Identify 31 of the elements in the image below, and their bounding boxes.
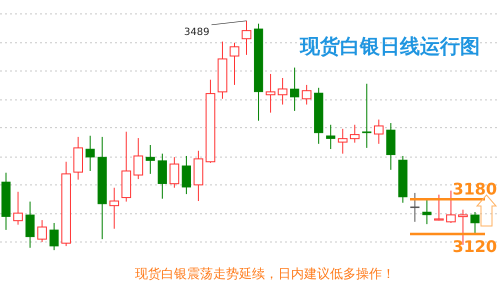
candlestick (350, 124, 360, 144)
candlestick (410, 192, 420, 222)
candlestick (278, 77, 288, 106)
candlestick (326, 124, 336, 150)
candlestick (37, 220, 47, 243)
candlestick (25, 201, 35, 248)
candlestick (13, 191, 23, 226)
candlestick (302, 84, 312, 106)
candlestick (374, 119, 384, 144)
candlestick (109, 187, 120, 230)
candlestick (434, 194, 444, 222)
candlestick (146, 144, 155, 174)
candlestick (266, 73, 276, 114)
annotation: 现货白银震荡走势延续，日内建议低多操作！ (135, 267, 395, 282)
ref-line-label: 3180 (452, 179, 497, 198)
candlestick (470, 212, 480, 234)
annotation: 3489 (184, 26, 210, 38)
candlestick (158, 153, 167, 200)
candlestick (422, 198, 432, 225)
candlestick (242, 20, 252, 56)
candlestick (182, 155, 191, 195)
candlestick (133, 138, 144, 180)
candlestick (290, 67, 300, 112)
candlestick (86, 135, 95, 172)
candlestick (50, 222, 59, 251)
candlestick (230, 42, 240, 86)
ref-line-label: 3120 (452, 236, 497, 256)
candlestick (362, 83, 372, 148)
text: 现货白银日线运行图 (299, 34, 480, 58)
candlestick (170, 156, 180, 188)
candlestick (338, 128, 348, 154)
